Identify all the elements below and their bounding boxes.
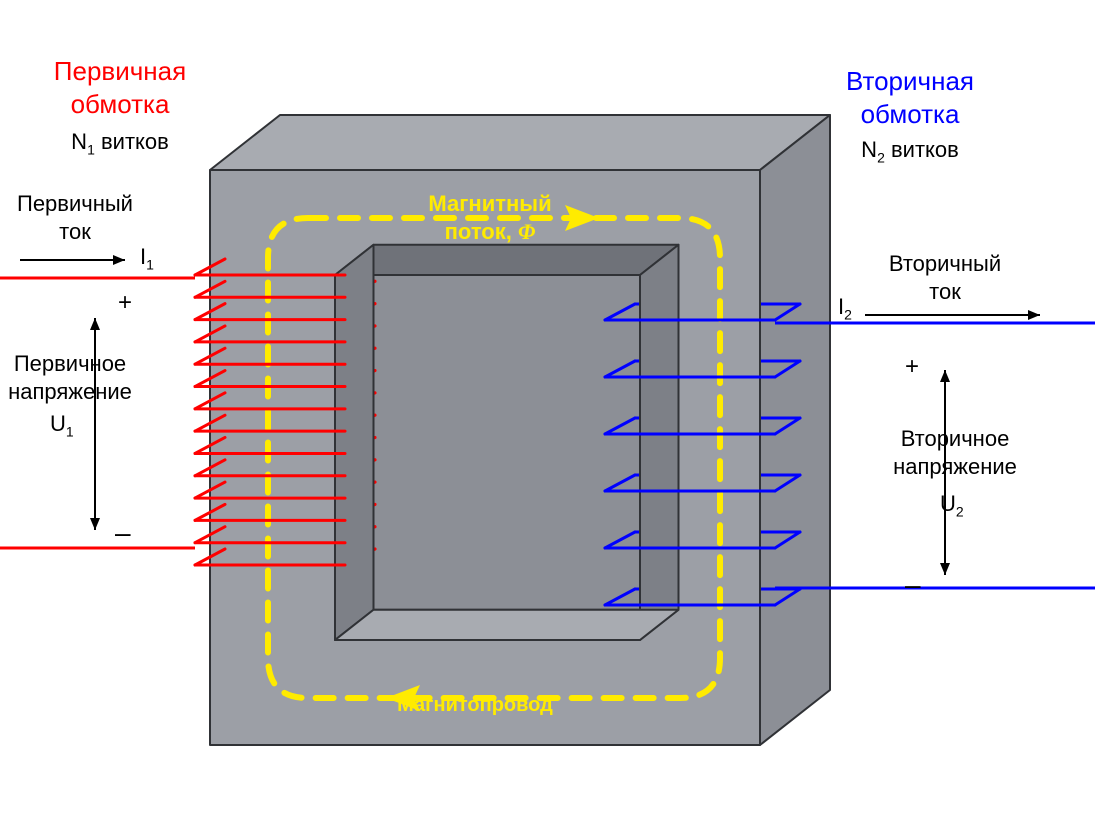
flux-label: Магнитныйпоток, Φ xyxy=(380,190,600,245)
secondary-turns: N2 витков xyxy=(800,136,1020,167)
secondary-current-label: Вторичныйток xyxy=(860,250,1030,305)
secondary-winding-header: Вторичнаяобмотка xyxy=(800,65,1020,130)
i2-symbol: I2 xyxy=(838,293,852,324)
secondary-voltage-label: Вторичноенапряжение xyxy=(870,425,1040,480)
primary-winding-header: Первичнаяобмотка xyxy=(20,55,220,120)
primary-current-label: Первичныйток xyxy=(0,190,150,245)
minus-primary: – xyxy=(115,515,131,550)
plus-secondary: + xyxy=(905,352,919,382)
primary-voltage-label: Первичноенапряжение xyxy=(0,350,150,405)
u1-symbol: U1 xyxy=(50,410,74,441)
primary-turns: N1 витков xyxy=(20,128,220,159)
magnetic-core-label: Магнитопровод xyxy=(345,693,605,718)
minus-secondary: – xyxy=(905,567,921,602)
transformer-diagram: Первичнаяобмотка N1 витков Вторичнаяобмо… xyxy=(0,0,1095,828)
plus-primary: + xyxy=(118,288,132,318)
u2-symbol: U2 xyxy=(940,490,964,521)
i1-symbol: I1 xyxy=(140,243,154,274)
